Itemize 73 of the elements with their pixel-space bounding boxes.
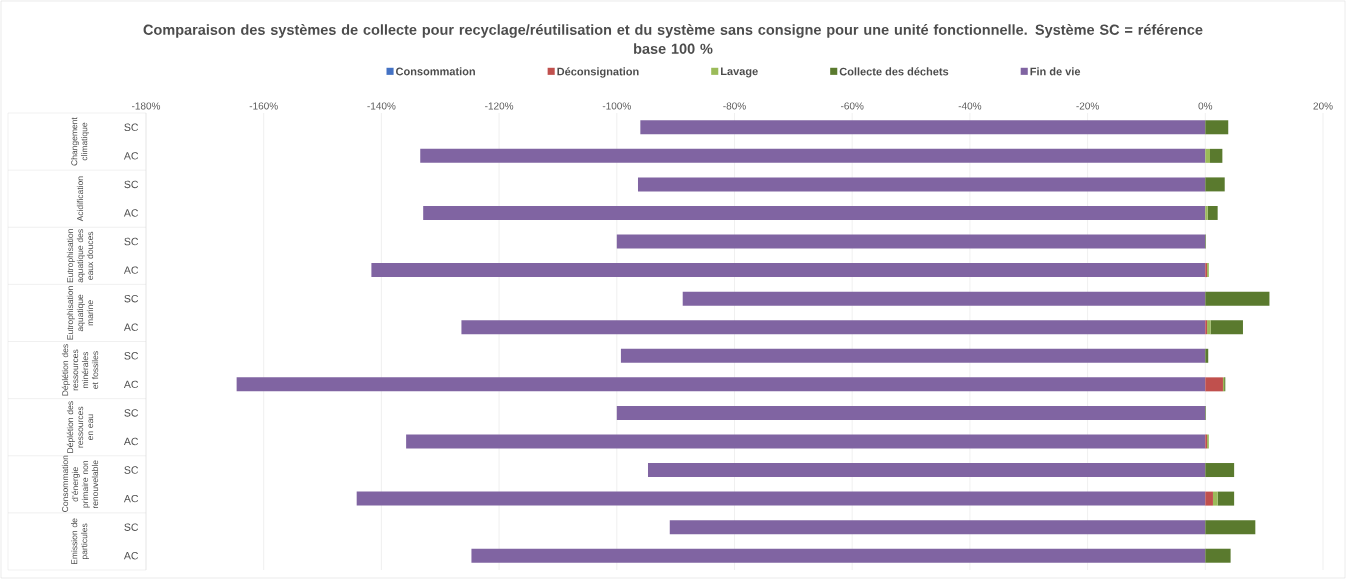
legend-label: Consommation <box>396 67 475 76</box>
x-tick-label: -140% <box>367 102 396 110</box>
bar <box>616 234 1206 249</box>
x-tick-label: -60% <box>840 102 864 110</box>
y-tick-label: AC <box>123 266 139 274</box>
x-tick-label: -160% <box>249 102 278 110</box>
bar <box>1205 491 1213 506</box>
bar <box>616 405 1206 420</box>
bar <box>1205 291 1270 306</box>
bar <box>620 348 1206 363</box>
text: Eutrophisation aquatique marine <box>66 286 94 340</box>
bar <box>406 434 1206 449</box>
text: Acidification <box>76 176 84 222</box>
legend-label: Déconsignation <box>557 67 639 78</box>
legend-label: Collecte des déchets <box>839 67 949 76</box>
bar <box>236 377 1206 392</box>
bar <box>1217 491 1235 506</box>
y-tick-label: AC <box>123 152 139 160</box>
y-tick-label: AC <box>123 323 139 331</box>
y-tick-label: AC <box>123 552 139 560</box>
bar <box>1205 463 1235 478</box>
text: Changement climatique <box>71 117 89 166</box>
bar <box>637 177 1206 192</box>
text: Déplétion des ressources minérales et fossiles <box>61 344 99 396</box>
y-tick-label: AC <box>123 209 139 217</box>
bar <box>1205 148 1211 163</box>
bar <box>1210 320 1243 335</box>
x-tick-label: 20% <box>1313 102 1333 110</box>
y-tick-label: AC <box>123 380 139 389</box>
bar <box>1210 148 1223 163</box>
y-tick-label: AC <box>123 437 139 446</box>
text: Déplétion des ressources en eau <box>66 401 94 453</box>
text: Consommation d’énergie primaire non renouvelable <box>61 455 99 512</box>
text: Eutrophisation aquatique des eaux douces <box>66 229 94 283</box>
x-tick-label: -120% <box>485 102 514 110</box>
bar <box>669 520 1206 535</box>
legend-label: Lavage <box>721 67 758 78</box>
x-tick-label: -80% <box>723 102 746 110</box>
bar <box>420 148 1206 163</box>
bar <box>640 120 1206 135</box>
bar <box>647 463 1206 478</box>
bar <box>356 491 1206 506</box>
bar <box>461 320 1206 335</box>
x-tick-label: -180% <box>131 102 161 110</box>
y-tick-label: SC <box>124 523 139 531</box>
y-tick-label: SC <box>124 294 139 303</box>
x-tick-label: -20% <box>1076 102 1099 110</box>
bar <box>682 291 1206 306</box>
y-tick-label: SC <box>124 123 139 132</box>
bar <box>1205 348 1209 363</box>
bar <box>1205 520 1256 535</box>
x-tick-label: -100% <box>602 102 631 110</box>
bar <box>1207 205 1218 220</box>
legend-label: Fin de vie <box>1030 67 1081 76</box>
bar <box>1205 377 1223 392</box>
bar <box>1205 205 1208 220</box>
y-tick-label: SC <box>124 237 139 246</box>
bar <box>371 263 1206 278</box>
bar <box>1205 548 1231 563</box>
chart-title: Comparaison des systèmes de collecte pour recyclage/réutilisation et du système sans consigne pour une unité fonctionnelle. Système SC = référence base 100 % <box>143 24 1203 54</box>
x-tick-label: -40% <box>958 102 982 110</box>
bar <box>1205 177 1225 192</box>
y-tick-label: SC <box>124 352 139 360</box>
bar <box>423 205 1206 220</box>
bar <box>471 548 1206 563</box>
bar <box>1212 491 1218 506</box>
y-tick-label: SC <box>124 180 139 189</box>
text: Emission de particules <box>71 518 89 565</box>
y-tick-label: AC <box>123 494 139 503</box>
x-tick-label: 0% <box>1198 102 1213 110</box>
y-tick-label: SC <box>124 466 139 474</box>
bar <box>1205 120 1229 135</box>
y-tick-label: SC <box>124 409 139 417</box>
